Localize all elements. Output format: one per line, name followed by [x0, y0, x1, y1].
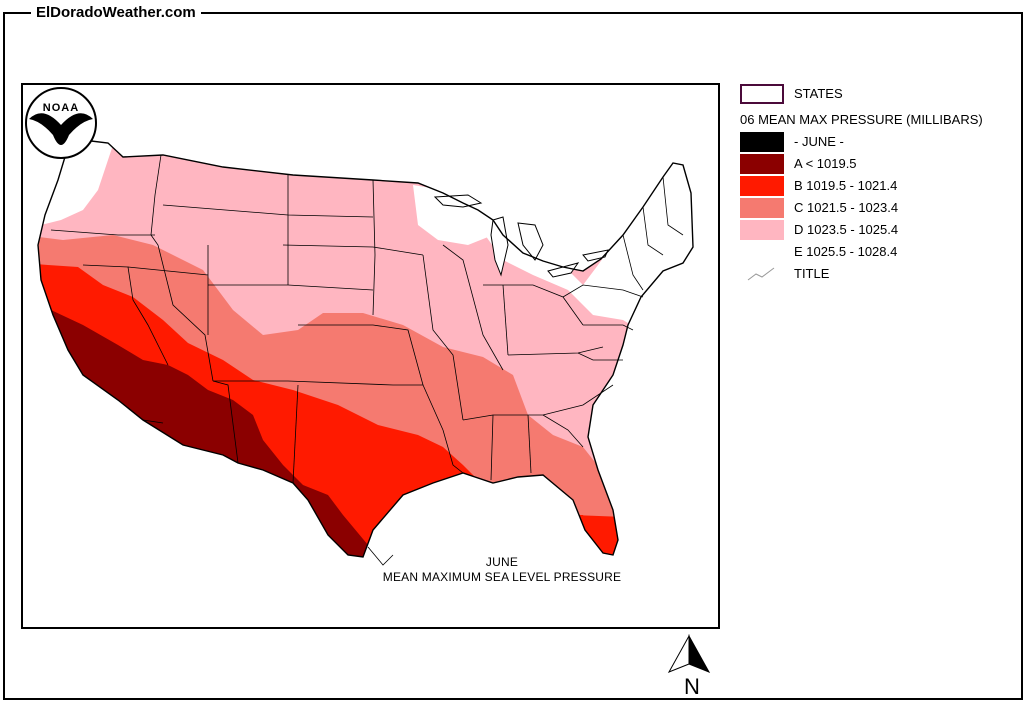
map-caption-month: JUNE [485, 555, 519, 569]
legend-item: E 1025.5 - 1028.4 [740, 242, 897, 262]
legend-swatch [740, 154, 784, 174]
legend-item-label: C 1021.5 - 1023.4 [794, 200, 899, 215]
legend-heading: 06 MEAN MAX PRESSURE (MILLIBARS) [740, 112, 983, 127]
legend-item: C 1021.5 - 1023.4 [740, 198, 898, 218]
legend-states-label: STATES [794, 86, 843, 101]
states-swatch [740, 84, 784, 104]
legend-states: STATES [740, 84, 843, 104]
legend-swatch [740, 132, 784, 152]
legend-swatch [740, 220, 784, 240]
legend-item-label: E 1025.5 - 1028.4 [794, 244, 898, 259]
legend-title-label: TITLE [794, 266, 830, 281]
legend-item: D 1023.5 - 1025.4 [740, 220, 898, 240]
legend-swatch [740, 198, 784, 218]
outer-frame [3, 12, 1023, 700]
pressure-map [37, 139, 694, 566]
legend-item-label: B 1019.5 - 1021.4 [794, 178, 898, 193]
legend-item: A < 1019.5 [740, 154, 857, 174]
legend-item-label: D 1023.5 - 1025.4 [794, 222, 899, 237]
north-arrow-icon: N [667, 634, 711, 698]
legend-swatch [740, 242, 784, 262]
legend-item: - JUNE - [740, 132, 844, 152]
title-line-icon [747, 267, 775, 281]
north-label: N [684, 674, 700, 698]
map-frame: NOAA JUNE MEAN MAXIMUM SEA LEVEL PRESSUR… [21, 83, 720, 629]
noaa-logo: NOAA [25, 87, 97, 159]
legend-title-row: TITLE [740, 264, 829, 284]
legend-item-label: A < 1019.5 [794, 156, 857, 171]
noaa-logo-text: NOAA [43, 102, 79, 114]
state-boundaries [50, 154, 684, 484]
site-title[interactable]: ElDoradoWeather.com [31, 4, 201, 22]
legend-item: B 1019.5 - 1021.4 [740, 176, 897, 196]
legend-swatch [740, 176, 784, 196]
map-caption-title: MEAN MAXIMUM SEA LEVEL PRESSURE [382, 570, 622, 584]
legend-item-label: - JUNE - [794, 134, 844, 149]
us-outline [37, 139, 694, 558]
